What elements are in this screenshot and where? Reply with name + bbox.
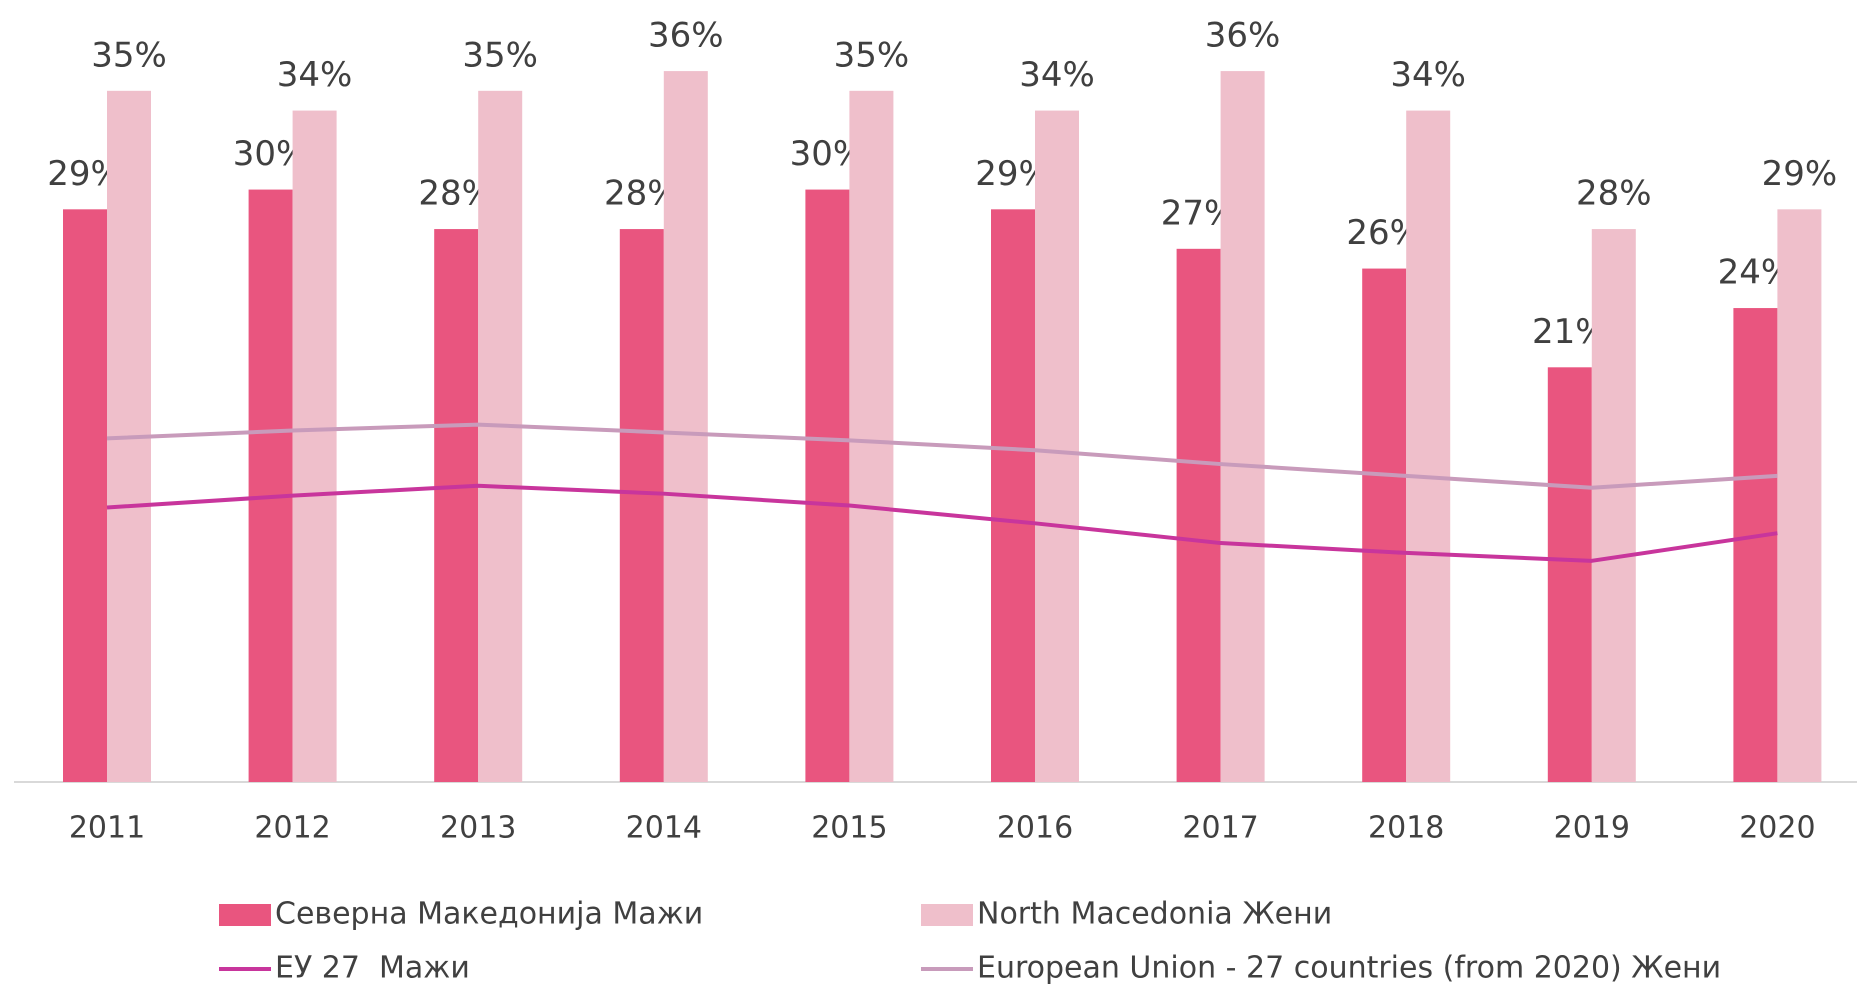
bar bbox=[292, 110, 337, 782]
bar bbox=[478, 90, 523, 783]
bar bbox=[1733, 308, 1778, 782]
x-tick-label: 2014 bbox=[626, 811, 702, 846]
line bbox=[106, 483, 1778, 563]
data-label: 35% bbox=[834, 35, 910, 75]
legend-swatch bbox=[921, 904, 973, 926]
bar bbox=[1406, 110, 1451, 782]
bar bbox=[248, 189, 293, 783]
data-label: 34% bbox=[277, 55, 353, 95]
bar bbox=[434, 229, 479, 783]
bar bbox=[63, 209, 107, 782]
bar bbox=[1777, 209, 1822, 782]
bar bbox=[1220, 71, 1265, 782]
x-tick-label: 2018 bbox=[1368, 811, 1444, 846]
x-tick-label: 2012 bbox=[254, 811, 330, 846]
bar bbox=[1362, 268, 1407, 782]
data-label: 34% bbox=[1019, 55, 1095, 95]
bar bbox=[849, 90, 894, 783]
line bbox=[106, 422, 1778, 490]
x-tick-label: 2015 bbox=[811, 811, 887, 846]
bar bbox=[1547, 367, 1592, 782]
data-label: 35% bbox=[462, 35, 538, 75]
legend-label: North Macedonia Жени bbox=[977, 897, 1332, 932]
bar bbox=[805, 189, 850, 783]
bar bbox=[1035, 110, 1079, 782]
legend-label: European Union - 27 countries (from 2020… bbox=[977, 951, 1721, 985]
bar bbox=[991, 209, 1035, 782]
legend-label: ЕУ 27 Мажи bbox=[275, 951, 470, 985]
bar bbox=[1176, 248, 1221, 782]
data-label: 36% bbox=[648, 16, 724, 56]
data-label: 35% bbox=[91, 35, 167, 75]
bar bbox=[619, 229, 664, 783]
x-tick-label: 2011 bbox=[69, 811, 145, 846]
data-label: 29% bbox=[1762, 154, 1838, 194]
data-label: 36% bbox=[1205, 16, 1281, 56]
x-tick-label: 2019 bbox=[1554, 811, 1630, 846]
bar bbox=[1591, 229, 1636, 783]
x-tick-label: 2013 bbox=[440, 811, 516, 846]
data-label: 28% bbox=[1576, 174, 1652, 214]
x-tick-label: 2020 bbox=[1739, 811, 1815, 846]
legend-swatch bbox=[219, 904, 271, 926]
x-tick-label: 2017 bbox=[1182, 811, 1258, 846]
x-tick-label: 2016 bbox=[997, 811, 1073, 846]
legend-label: Северна Македонија Мажи bbox=[275, 897, 703, 932]
bar bbox=[663, 71, 708, 782]
data-label: 34% bbox=[1390, 55, 1466, 95]
